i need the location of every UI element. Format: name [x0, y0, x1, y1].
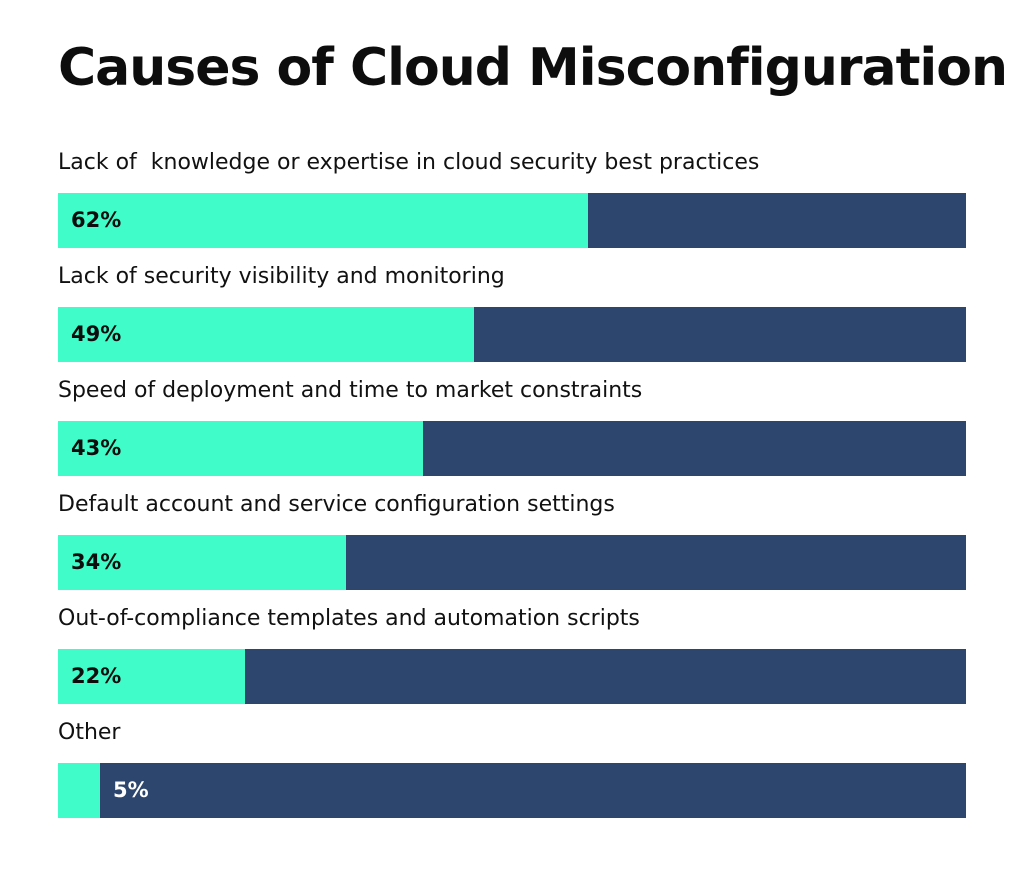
bar-track: 43% [58, 421, 966, 476]
data-label: 43% [71, 436, 122, 460]
bar-row: Lack of knowledge or expertise in cloud … [58, 145, 966, 255]
data-label: 34% [71, 550, 122, 574]
bar-track: 22% [58, 649, 966, 704]
bar [58, 535, 346, 590]
chart-title: Causes of Cloud Misconfiguration [58, 38, 1008, 98]
bar-row: Out-of-compliance templates and automati… [58, 601, 966, 711]
bar-track: 34% [58, 535, 966, 590]
bar-row: Default account and service configuratio… [58, 487, 966, 597]
bar-track: 62% [58, 193, 966, 248]
category-label: Lack of security visibility and monitori… [58, 264, 505, 289]
bar-track: 5% [58, 763, 966, 818]
bar [58, 307, 474, 362]
category-label: Other [58, 720, 121, 745]
category-label: Speed of deployment and time to market c… [58, 378, 643, 403]
bar [58, 763, 100, 818]
bar [58, 421, 423, 476]
bar-track: 49% [58, 307, 966, 362]
category-label: Default account and service configuratio… [58, 492, 615, 517]
category-label: Lack of knowledge or expertise in cloud … [58, 150, 760, 175]
data-label: 49% [71, 322, 122, 346]
bar-chart: Lack of knowledge or expertise in cloud … [58, 0, 966, 889]
bar-row: Speed of deployment and time to market c… [58, 373, 966, 483]
bar-row: Lack of security visibility and monitori… [58, 259, 966, 369]
bar [58, 193, 588, 248]
data-label: 5% [113, 778, 149, 802]
category-label: Out-of-compliance templates and automati… [58, 606, 640, 631]
data-label: 62% [71, 208, 122, 232]
bar [58, 649, 245, 704]
bar-row: Other 5% [58, 715, 966, 825]
data-label: 22% [71, 664, 122, 688]
